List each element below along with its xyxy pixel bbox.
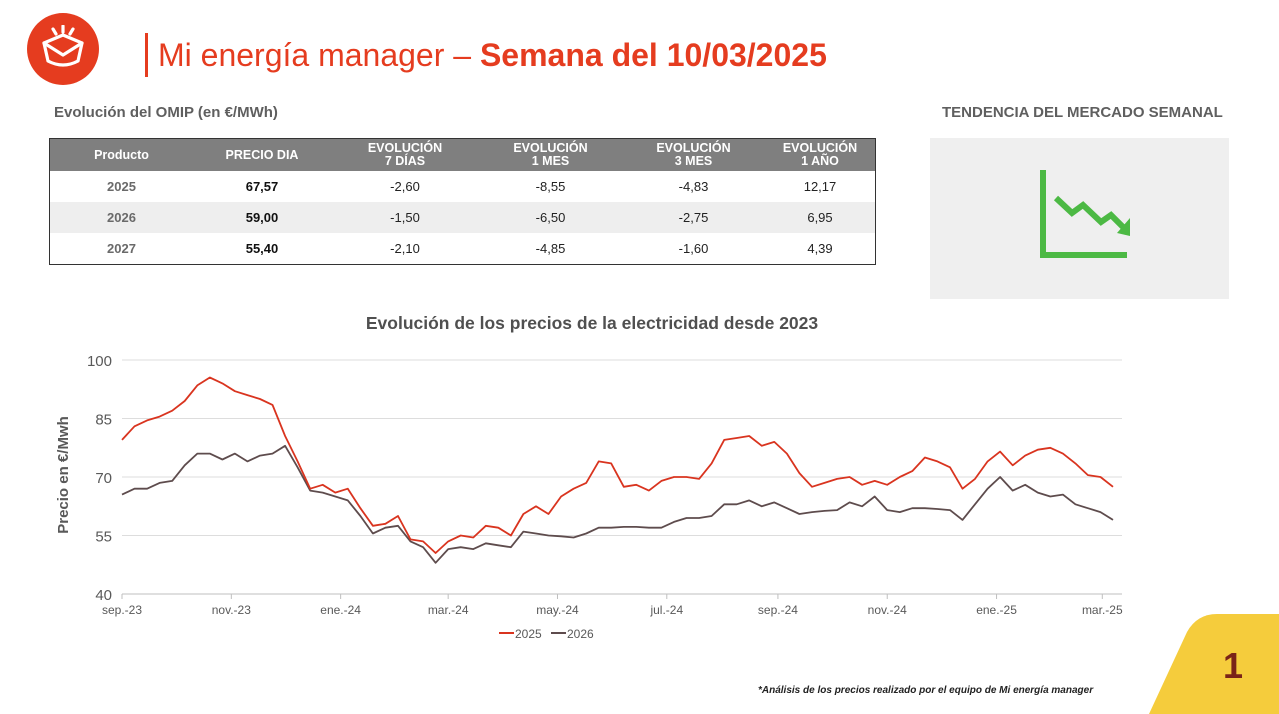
page-title-brand: Mi energía manager – xyxy=(158,37,480,73)
table-row: 2025 67,57 -2,60 -8,55 -4,83 12,17 xyxy=(50,171,876,202)
legend-label-2026: 2026 xyxy=(567,627,594,641)
y-tick-label: 40 xyxy=(95,587,112,604)
column-header-3-months: EVOLUCIÓN 3 MES xyxy=(622,138,765,171)
trend-panel xyxy=(930,138,1229,299)
legend-label-2025: 2025 xyxy=(515,627,542,641)
x-tick-label: sep.-24 xyxy=(758,603,798,617)
table-cell-3-months: -2,75 xyxy=(622,202,765,233)
table-cell-product: 2026 xyxy=(49,202,193,233)
table-row: 2027 55,40 -2,10 -4,85 -1,60 4,39 xyxy=(50,233,876,265)
column-header-7-days: EVOLUCIÓN 7 DÍAS xyxy=(331,138,479,171)
page-title-week: Semana del 10/03/2025 xyxy=(479,37,827,73)
column-header-1-year: EVOLUCIÓN 1 AÑO xyxy=(765,138,876,171)
footnote: *Análisis de los precios realizado por e… xyxy=(758,685,1094,696)
envelope-logo-icon xyxy=(42,25,84,67)
downtrend-chart-icon xyxy=(1040,170,1130,258)
y-tick-label: 55 xyxy=(95,529,112,546)
y-tick-label: 70 xyxy=(95,470,112,487)
series-line-2025 xyxy=(121,376,1114,554)
chart-title: Evolución de los precios de la electrici… xyxy=(365,313,819,333)
table-cell-1-year: 12,17 xyxy=(803,179,837,194)
table-cell-1-year: 4,39 xyxy=(807,241,833,256)
omip-table: Producto PRECIO DIA EVOLUCIÓN 7 DÍAS EVO… xyxy=(49,138,876,265)
column-header-1-month: EVOLUCIÓN 1 MES xyxy=(479,138,622,171)
table-cell-7-days: -2,60 xyxy=(390,179,420,194)
table-cell-3-months: -1,60 xyxy=(678,241,709,256)
column-header-product: Producto xyxy=(49,138,193,171)
x-tick-label: mar.-25 xyxy=(1082,603,1123,617)
table-cell-price: 59,00 xyxy=(193,202,331,233)
y-tick-label: 85 xyxy=(95,412,112,429)
table-cell-3-months: -4,83 xyxy=(678,179,709,194)
y-axis-label: Precio en €/Mwh xyxy=(55,416,72,534)
table-cell-product: 2025 xyxy=(107,179,136,194)
x-tick-label: mar.-24 xyxy=(428,603,469,617)
x-tick-label: nov.-24 xyxy=(868,603,907,617)
table-cell-7-days: -2,10 xyxy=(390,241,420,256)
x-tick-label: nov.-23 xyxy=(212,603,251,617)
page-title: Mi energía manager – Semana del 10/03/20… xyxy=(145,33,827,77)
table-cell-1-year: 6,95 xyxy=(765,202,876,233)
x-tick-label: ene.-25 xyxy=(976,603,1017,617)
page-corner-decoration xyxy=(1149,614,1279,714)
omip-header-row: Producto PRECIO DIA EVOLUCIÓN 7 DÍAS EVO… xyxy=(49,138,876,171)
table-cell-price: 55,40 xyxy=(245,241,279,256)
x-tick-label: ene.-24 xyxy=(320,603,361,617)
omip-table-caption: Evolución del OMIP (en €/MWh) xyxy=(54,104,278,121)
page-number: 1 xyxy=(1222,645,1244,686)
table-cell-product: 2027 xyxy=(107,241,136,256)
table-cell-1-month: -8,55 xyxy=(535,179,566,194)
y-tick-label: 100 xyxy=(87,353,112,370)
table-row: 2026 59,00 -1,50 -6,50 -2,75 6,95 xyxy=(49,202,876,233)
series-line-2026 xyxy=(121,444,1114,564)
x-tick-label: may.-24 xyxy=(536,603,579,617)
table-cell-price: 67,57 xyxy=(245,179,279,194)
table-cell-1-month: -6,50 xyxy=(479,202,622,233)
column-header-price: PRECIO DIA xyxy=(193,138,331,171)
table-cell-1-month: -4,85 xyxy=(535,241,566,256)
brand-logo xyxy=(27,13,99,85)
table-cell-7-days: -1,50 xyxy=(331,202,479,233)
trend-title: TENDENCIA DEL MERCADO SEMANAL xyxy=(942,104,1223,121)
x-tick-label: sep.-23 xyxy=(102,603,142,617)
x-tick-label: jul.-24 xyxy=(649,603,683,617)
